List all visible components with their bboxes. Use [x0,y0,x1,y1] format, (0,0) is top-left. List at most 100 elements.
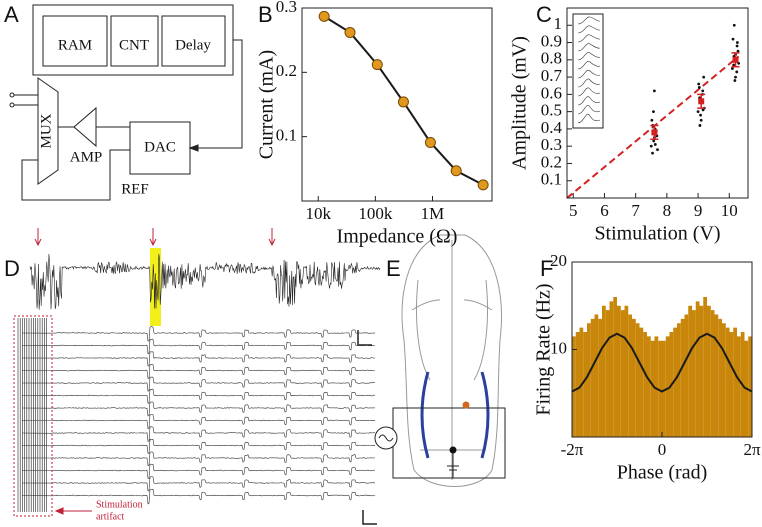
bar [688,305,692,437]
bar [598,318,602,437]
inset-trace [577,16,601,25]
panel-label: E [386,256,401,281]
trace [21,451,376,466]
trace [21,351,376,367]
point [652,110,655,114]
bar [748,336,752,437]
panel-label: D [4,256,20,281]
stim-arrow [34,228,42,247]
point [699,118,703,122]
y-tick-label: 1 [554,14,563,33]
y-axis-label: Firing Rate (Hz) [533,283,555,415]
y-tick-label: 0.4 [541,118,563,137]
trace [21,401,376,417]
bar [658,340,662,437]
circuit [9,4,243,201]
mean [651,129,658,136]
bar [710,310,715,437]
fit-line [566,55,740,199]
bar [628,314,632,437]
block-label: CNT [119,37,149,53]
electrode [480,371,490,459]
bar [695,301,700,437]
bar [635,323,640,437]
wire [14,94,130,201]
x-tick-label: 6 [600,201,609,220]
y-tick-label: 0.1 [276,126,297,145]
block [110,15,159,67]
bar [680,318,685,437]
bar [632,318,636,437]
trace [21,488,376,505]
x-tick-label: 7 [631,201,640,220]
block-label: Delay [175,37,211,53]
bar [575,332,580,437]
x-tick-label: 10k [305,204,331,223]
bar [590,318,595,437]
bar [677,323,681,437]
inset-trace [577,105,601,115]
point [697,82,701,86]
bar [650,340,655,437]
stim-arrow [149,228,157,247]
trace [21,438,376,454]
x-tick-label: 1M [421,204,445,223]
bar [613,297,617,437]
bar [699,305,704,437]
inset-trace [577,52,601,61]
point [696,110,700,114]
bar [647,336,651,437]
panel-label: A [4,2,19,27]
bar [583,332,587,437]
y-tick-label: 0.7 [541,66,563,85]
point [735,44,739,48]
trace [29,253,381,310]
electrode [420,371,430,459]
electrode-dot [462,401,470,409]
point [732,23,736,27]
inset-trace [577,96,601,106]
bar [673,327,677,437]
point [702,75,706,79]
y-tick-label: 0.6 [541,83,562,102]
arrowhead [188,144,199,152]
point [731,37,735,41]
y-axis-label: Amplitude (mV) [509,36,531,170]
x-tick-label: 5 [569,201,578,220]
artifact-box [13,315,53,517]
trace [21,326,376,342]
diagram-label: AMP [70,149,103,165]
trace [21,414,376,429]
traces [17,228,381,525]
inset-trace [577,69,601,79]
marker [371,59,383,71]
trace [21,476,376,492]
terminal [9,102,15,108]
block-label: MUX [38,113,54,148]
annotation: Stimulation [96,499,143,510]
bar [707,305,711,437]
stim-arrow [268,228,276,247]
x-tick-label: 9 [694,201,703,220]
bar [624,305,629,437]
terminal [9,92,15,98]
point [732,63,736,67]
amp [73,106,97,148]
point [735,41,739,44]
block-label: DAC [144,139,176,155]
x-axis-label: Stimulation (V) [594,223,720,245]
y-tick-label: 0.2 [276,61,297,80]
axes-frame [301,7,493,202]
y-tick-label: 0.3 [541,135,562,154]
arrow [54,507,92,515]
trace [21,426,376,442]
point [701,108,705,112]
point [735,70,739,74]
bar [729,332,734,437]
bar [609,301,614,437]
inset [572,13,604,129]
bar [572,336,576,437]
bar [692,310,696,437]
skull [401,234,502,487]
point [650,118,654,122]
